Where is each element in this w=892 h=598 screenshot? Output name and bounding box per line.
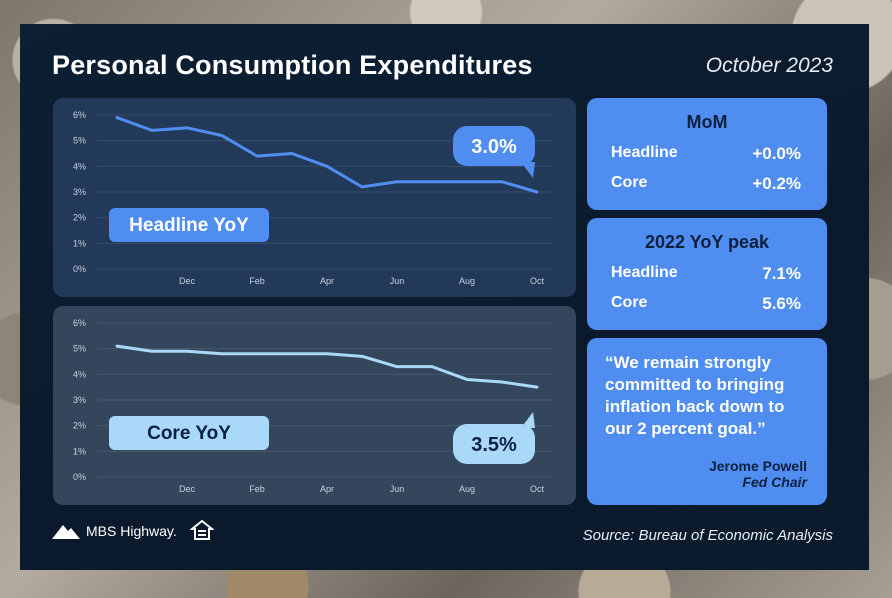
peak-box: 2022 YoY peak Headline 7.1% Core 5.6% — [587, 218, 827, 330]
mom-core-value: +0.2% — [752, 174, 801, 193]
peak-title: 2022 YoY peak — [644, 232, 770, 252]
y-tick-label: 5% — [73, 344, 86, 354]
x-tick-label: Aug — [459, 484, 475, 494]
value-callout: 3.5% — [453, 412, 535, 464]
source-note: Source: Bureau of Economic Analysis — [582, 527, 833, 544]
peak-core-value: 5.6% — [762, 294, 801, 313]
quote-text: “We remain strongly committed to bringin… — [605, 353, 785, 438]
quote-author: Jerome Powell — [708, 458, 807, 474]
mountain-logo-icon — [52, 525, 80, 539]
y-tick-label: 4% — [73, 369, 86, 379]
callout-bubble — [453, 424, 535, 464]
y-tick-label: 1% — [73, 446, 86, 456]
equal-housing-icon — [190, 519, 214, 540]
mom-headline-value: +0.0% — [752, 144, 801, 163]
series-label: Core YoY — [109, 416, 269, 450]
x-tick-label: Oct — [530, 484, 545, 494]
x-tick-label: Jun — [390, 484, 405, 494]
brand-name: MBS Highway. — [86, 523, 177, 539]
peak-headline-label: Headline — [611, 264, 678, 281]
x-tick-label: Oct — [530, 276, 545, 286]
peak-headline-value: 7.1% — [762, 264, 801, 283]
report-date: October 2023 — [705, 54, 833, 77]
y-tick-label: 2% — [73, 213, 86, 223]
y-tick-label: 6% — [73, 110, 86, 120]
headline-yoy-chart: 6% 5% 4% 3% 2% 1% 0% Dec Feb Apr Jun Aug Oct Headline… — [73, 110, 553, 286]
series-label-pill — [109, 416, 269, 450]
page-title: Personal Consumption Expenditures — [52, 50, 533, 80]
y-tick-label: 0% — [73, 472, 86, 482]
callout-value: 3.5% — [471, 434, 517, 456]
x-tick-label: Jun — [390, 276, 405, 286]
callout-bubble — [453, 126, 535, 166]
series-line — [115, 344, 539, 389]
y-tick-label: 2% — [73, 421, 86, 431]
mom-title: MoM — [686, 112, 728, 132]
y-tick-label: 5% — [73, 136, 86, 146]
x-tick-label: Apr — [320, 276, 334, 286]
mom-core-label: Core — [611, 174, 648, 191]
x-tick-label: Apr — [320, 484, 334, 494]
callout-value: 3.0% — [471, 136, 517, 158]
peak-core-label: Core — [611, 294, 648, 311]
headline-chart-panel: 6% 5% 4% 3% 2% 1% 0% Dec Feb Apr Jun Aug Oct Headline… — [53, 98, 576, 297]
x-tick-label: Feb — [249, 484, 265, 494]
series-line — [115, 116, 539, 194]
y-tick-label: 3% — [73, 395, 86, 405]
core-chart-panel: 6% 5% 4% 3% 2% 1% 0% Dec Feb Apr Jun Aug Oct Core YoY… — [53, 306, 576, 505]
brand-logo: MBS Highway. — [52, 522, 177, 540]
y-tick-label: 4% — [73, 161, 86, 171]
y-tick-label: 0% — [73, 264, 86, 274]
callout-tail — [521, 162, 535, 178]
core-yoy-chart: 6% 5% 4% 3% 2% 1% 0% Dec Feb Apr Jun Aug Oct Core YoY… — [73, 318, 553, 494]
quote-role: Fed Chair — [742, 474, 807, 490]
callout-tail — [521, 412, 535, 428]
x-tick-label: Dec — [179, 484, 196, 494]
value-callout: 3.0% — [453, 126, 535, 178]
series-label-text: Headline YoY — [129, 215, 249, 236]
series-label-pill — [109, 208, 269, 242]
infographic-card: Personal Consumption Expenditures Octobe… — [20, 24, 869, 570]
y-tick-label: 1% — [73, 238, 86, 248]
mom-headline-label: Headline — [611, 144, 678, 161]
quote-box: “We remain strongly committed to bringin… — [587, 338, 827, 505]
series-label: Headline YoY — [109, 208, 269, 242]
y-tick-label: 3% — [73, 187, 86, 197]
x-tick-label: Feb — [249, 276, 265, 286]
mom-box: MoM Headline +0.0% Core +0.2% — [587, 98, 827, 210]
y-tick-label: 6% — [73, 318, 86, 328]
x-tick-label: Dec — [179, 276, 196, 286]
x-tick-label: Aug — [459, 276, 475, 286]
series-label-text: Core YoY — [147, 423, 231, 444]
